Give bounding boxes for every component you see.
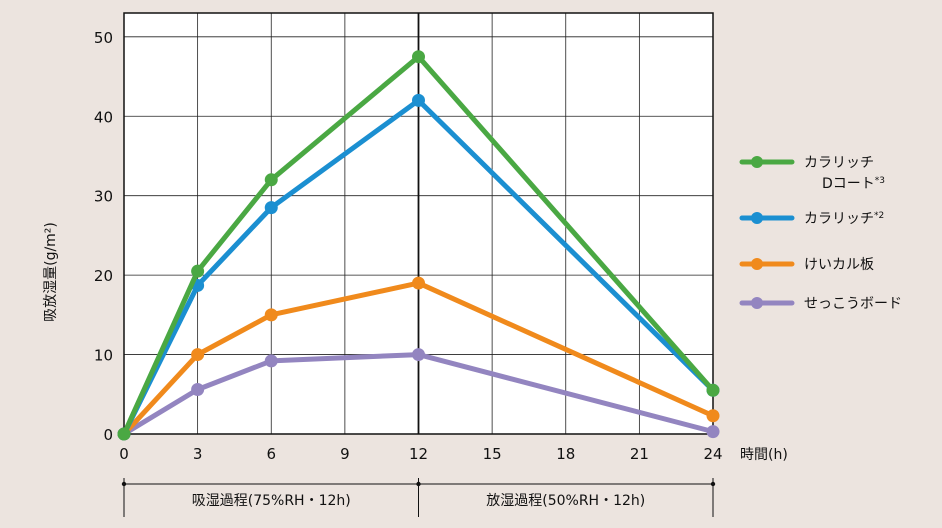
- legend-label-line2: Dコート*3: [822, 176, 885, 192]
- legend-swatch-dot: [751, 212, 763, 224]
- data-point: [191, 348, 205, 362]
- x-tick-label: 0: [119, 445, 129, 463]
- data-point: [191, 264, 205, 278]
- y-tick-label: 10: [94, 347, 113, 365]
- phase-label: 吸湿過程(75%RH・12h): [192, 493, 351, 509]
- x-tick-labels: 0 3 6 9 12 15 18 21 24: [119, 445, 722, 463]
- data-point: [264, 201, 278, 215]
- y-tick-label: 30: [94, 188, 113, 206]
- x-tick-label: 21: [630, 445, 649, 463]
- legend-label: カラリッチ*2: [804, 211, 884, 227]
- x-tick-label: 3: [193, 445, 203, 463]
- legend-label: けいカル板: [804, 257, 874, 273]
- y-tick-label: 50: [94, 29, 113, 47]
- data-point: [412, 93, 425, 107]
- data-point: [412, 50, 425, 64]
- x-tick-label: 6: [266, 445, 276, 463]
- x-tick-label: 18: [556, 445, 575, 463]
- data-point: [191, 383, 205, 397]
- y-tick-label: 0: [103, 426, 113, 444]
- x-tick-label: 9: [340, 445, 350, 463]
- data-point: [117, 427, 131, 441]
- x-tick-label: 24: [703, 445, 722, 463]
- phase-boundary-dot: [416, 481, 421, 487]
- data-point: [264, 173, 278, 187]
- phase-boundary-dot: [710, 481, 716, 487]
- phase-boundary-dot: [121, 481, 127, 487]
- data-point: [706, 409, 720, 423]
- phase-axis: 吸湿過程(75%RH・12h) 放湿過程(50%RH・12h): [121, 478, 716, 517]
- data-point: [412, 276, 425, 290]
- legend-label: カラリッチ: [804, 155, 874, 171]
- y-tick-label: 40: [94, 108, 113, 126]
- y-axis-title: 吸放湿量(g/m²): [43, 222, 59, 322]
- y-tick-labels: 0 10 20 30 40 50: [94, 29, 113, 444]
- data-point: [264, 354, 278, 368]
- data-point: [706, 425, 720, 439]
- legend-swatch-dot: [751, 297, 763, 309]
- x-tick-label: 12: [409, 445, 428, 463]
- plot-border: [123, 12, 714, 435]
- legend-swatch-dot: [751, 258, 763, 270]
- phase-label: 放湿過程(50%RH・12h): [486, 493, 645, 509]
- legend-label: せっこうボード: [804, 296, 902, 312]
- data-point: [706, 383, 720, 397]
- data-point: [264, 308, 278, 322]
- x-axis-title: 時間(h): [740, 447, 788, 463]
- y-tick-label: 20: [94, 267, 113, 285]
- data-point: [412, 348, 425, 362]
- series-layer: [117, 50, 720, 441]
- legend-swatch-dot: [751, 156, 763, 168]
- x-tick-label: 15: [483, 445, 502, 463]
